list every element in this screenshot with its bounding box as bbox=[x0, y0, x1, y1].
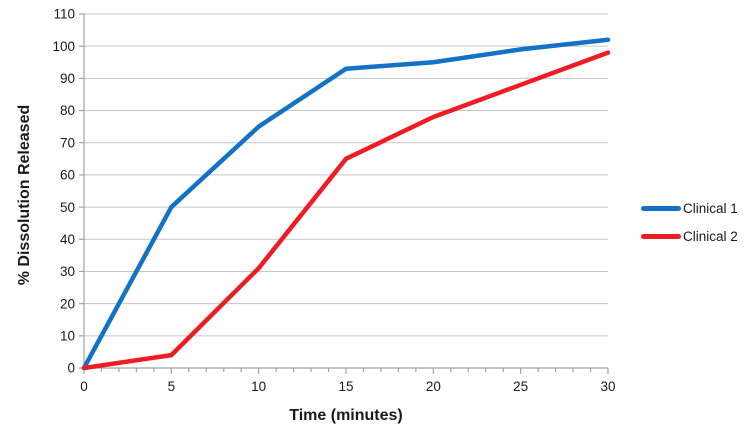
y-tick-label: 90 bbox=[60, 71, 75, 86]
x-tick-label: 30 bbox=[600, 379, 615, 394]
x-tick-label: 25 bbox=[513, 379, 528, 394]
x-tick-label: 0 bbox=[80, 379, 88, 394]
x-tick-label: 10 bbox=[251, 379, 266, 394]
legend-line-swatch-red bbox=[641, 234, 681, 239]
y-tick-label: 60 bbox=[60, 168, 75, 183]
y-tick-label: 40 bbox=[60, 232, 75, 247]
legend: Clinical 1 Clinical 2 bbox=[641, 201, 738, 257]
series-line-clinical-2 bbox=[81, 50, 611, 371]
y-tick-label: 110 bbox=[53, 7, 75, 22]
y-axis-title: % Dissolution Released bbox=[16, 104, 33, 286]
x-tick-label: 15 bbox=[338, 379, 353, 394]
legend-item-clinical-2: Clinical 2 bbox=[641, 229, 738, 244]
x-axis-title: Time (minutes) bbox=[289, 407, 403, 424]
series-line-clinical-1 bbox=[81, 37, 611, 371]
legend-item-clinical-1: Clinical 1 bbox=[641, 201, 738, 216]
y-tick-label: 70 bbox=[60, 135, 75, 150]
x-tick-label: 20 bbox=[426, 379, 441, 394]
y-tick-label: 10 bbox=[60, 329, 75, 344]
legend-line-swatch-blue bbox=[641, 206, 681, 211]
y-tick-label: 80 bbox=[60, 103, 75, 118]
x-tick-label: 5 bbox=[168, 379, 176, 394]
y-tick-label: 100 bbox=[52, 39, 75, 54]
legend-label: Clinical 1 bbox=[683, 201, 738, 216]
y-tick-label: 20 bbox=[60, 296, 75, 311]
y-tick-label: 0 bbox=[67, 361, 75, 376]
y-tick-label: 50 bbox=[60, 200, 75, 215]
y-tick-label: 30 bbox=[60, 264, 75, 279]
legend-label: Clinical 2 bbox=[683, 229, 738, 244]
